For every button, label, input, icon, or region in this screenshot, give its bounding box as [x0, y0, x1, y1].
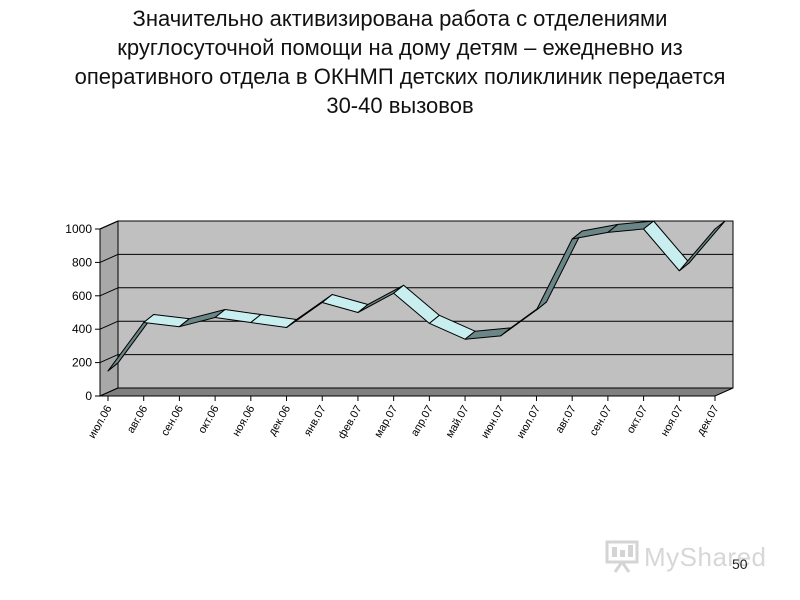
gridline-depth	[99, 354, 119, 364]
y-tick-label: 800	[72, 255, 92, 269]
x-tick-label: май.07	[444, 404, 472, 440]
x-tick-label: сен.06	[159, 404, 186, 439]
y-tick-label: 1000	[65, 222, 92, 236]
x-tick-label: сен.07	[588, 404, 615, 439]
y-tick-label: 600	[72, 289, 92, 303]
gridline-depth	[99, 320, 119, 330]
page-number: 50	[732, 556, 748, 572]
x-tick-label: окт.07	[625, 404, 650, 436]
x-tick-label: фев.07	[336, 404, 365, 441]
chart-floor	[99, 387, 734, 397]
x-tick-label: ноя.07	[659, 404, 686, 439]
x-tick-label: ноя.06	[230, 404, 257, 439]
myshared-watermark: MyShared	[604, 538, 767, 578]
y-tick-label: 200	[72, 356, 92, 370]
x-tick-label: июл.07	[515, 404, 543, 441]
x-tick-label: дек.06	[266, 404, 293, 438]
slide-title: Значительно активизирована работа с отде…	[74, 6, 726, 118]
x-tick-label: авг.06	[125, 404, 150, 436]
x-tick-label: апр.07	[409, 404, 436, 439]
x-tick-label: июл.06	[86, 404, 114, 441]
presentation-icon	[605, 540, 639, 573]
x-tick-label: июн.07	[479, 404, 507, 441]
x-tick-label: авг.07	[553, 404, 578, 436]
gridline-depth	[99, 253, 119, 263]
gridline-depth	[99, 287, 119, 297]
gridline-depth	[99, 220, 119, 230]
watermark-text: MyShared	[644, 542, 767, 572]
ribbon-segment	[678, 220, 726, 272]
x-tick-label: янв.07	[302, 404, 329, 439]
x-tick-label: окт.06	[196, 404, 221, 436]
y-tick-label: 0	[85, 389, 92, 403]
x-tick-label: мар.07	[372, 404, 400, 440]
x-tick-label: дек.07	[695, 404, 722, 438]
y-tick-label: 400	[72, 322, 92, 336]
